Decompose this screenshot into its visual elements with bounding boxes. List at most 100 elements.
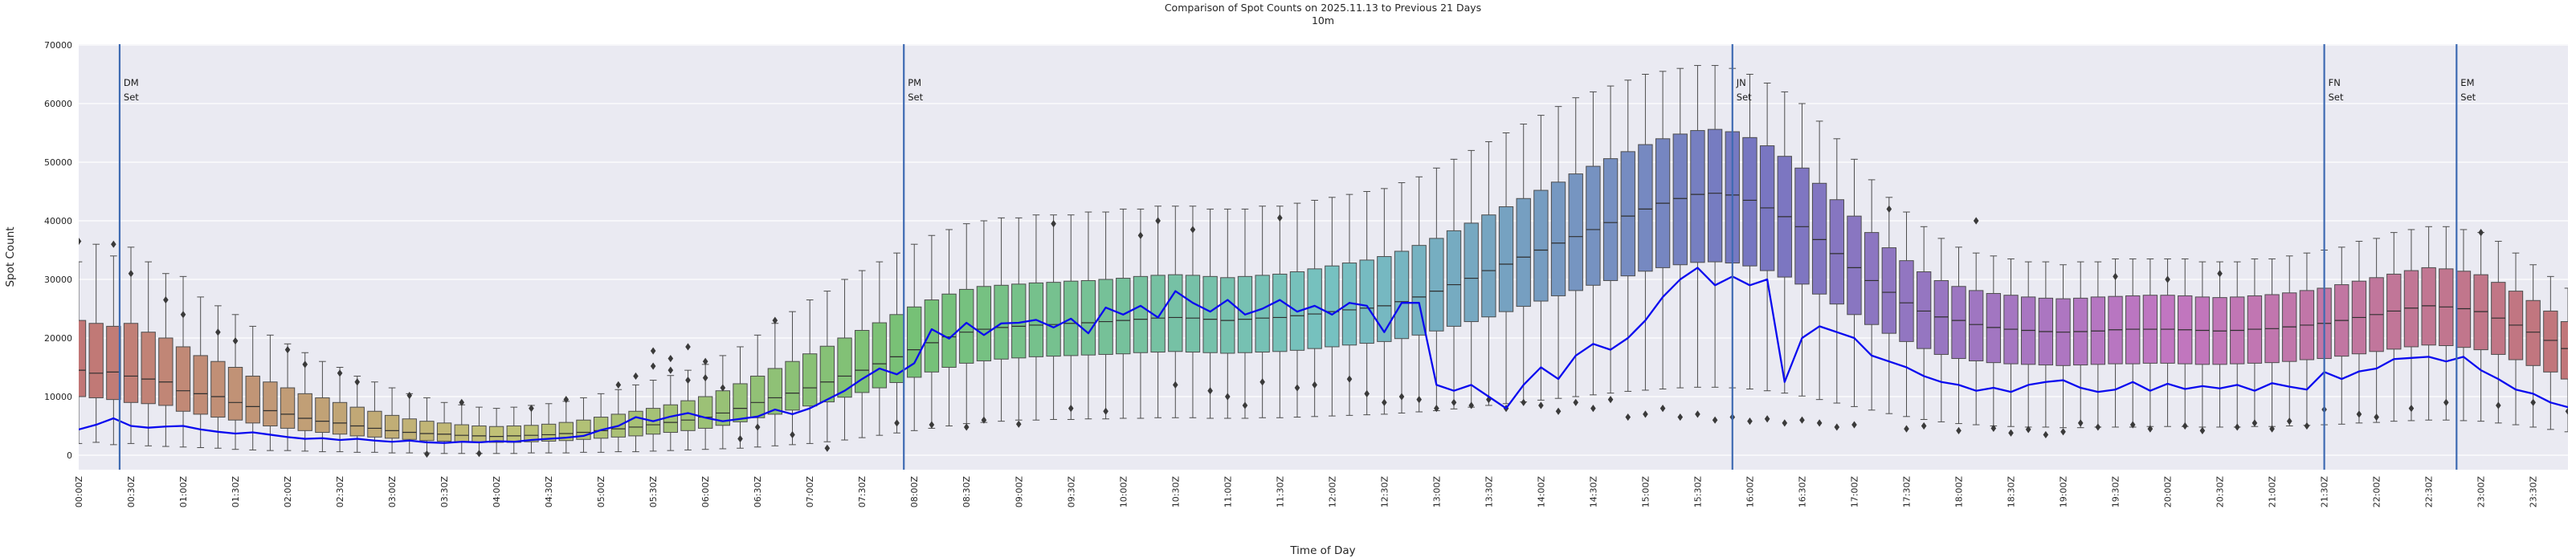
box <box>1933 279 1949 355</box>
box <box>750 375 765 418</box>
y-tick-labels: 0 10000 20000 30000 40000 50000 60000 70000 <box>44 40 72 461</box>
outlier-marker <box>1346 375 1353 383</box>
box <box>2473 274 2488 351</box>
outlier-marker <box>1451 398 1457 406</box>
outlier-marker <box>1834 423 1840 431</box>
outlier-marker <box>1816 419 1823 427</box>
outlier-marker <box>163 295 169 304</box>
outlier-marker <box>1764 415 1770 423</box>
event-label-em: EM <box>2460 77 2474 88</box>
outlier-marker <box>824 444 831 452</box>
outlier-marker <box>284 346 291 354</box>
box <box>1046 282 1061 357</box>
box <box>1602 158 1619 281</box>
box <box>558 422 574 442</box>
outlier-marker <box>1172 381 1178 389</box>
outlier-marker <box>406 391 413 400</box>
box <box>941 293 957 368</box>
x-tick-label: 22:30Z <box>2424 476 2435 508</box>
x-tick-label: 05:30Z <box>648 476 659 508</box>
today-spot-count-line <box>79 267 2568 444</box>
y-tick-label: 30000 <box>44 275 72 285</box>
outlier-marker <box>737 434 743 443</box>
outlier-marker <box>1990 424 1997 433</box>
outlier-marker <box>1207 387 1213 395</box>
outlier-marker <box>2182 422 2188 430</box>
event-label-jn: JN <box>1736 77 1746 88</box>
box <box>802 353 818 407</box>
box <box>1429 238 1444 332</box>
outlier-marker <box>963 423 970 431</box>
chart-title: Comparison of Spot Counts on 2025.11.13 … <box>1165 2 1481 14</box>
outlier-marker <box>1782 419 1788 427</box>
box <box>1794 167 1810 285</box>
x-tick-label: 12:00Z <box>1327 476 1337 508</box>
y-tick-label: 70000 <box>44 40 72 51</box>
outlier-marker <box>650 347 656 355</box>
box <box>2386 273 2402 350</box>
outlier-marker <box>1555 407 1562 415</box>
outlier-marker <box>232 337 239 345</box>
outlier-marker <box>702 357 708 365</box>
y-axis-label: Spot Count <box>4 226 17 287</box>
box <box>2560 321 2568 380</box>
box <box>245 375 260 424</box>
outlier-marker <box>180 311 186 319</box>
axes-background <box>79 44 2568 470</box>
box <box>2525 299 2541 366</box>
x-tick-label: 18:30Z <box>2007 476 2017 508</box>
x-tick-label: 19:30Z <box>2111 476 2121 508</box>
box <box>2403 270 2419 348</box>
box <box>1377 256 1392 342</box>
box <box>227 367 243 421</box>
whiskers-group <box>79 65 2568 454</box>
outlier-marker <box>563 396 569 404</box>
box <box>79 320 87 397</box>
outlier-marker <box>2025 426 2031 434</box>
box <box>1116 278 1131 355</box>
box <box>733 383 748 422</box>
box <box>349 406 365 437</box>
outlier-marker <box>2304 422 2310 430</box>
box <box>297 393 312 431</box>
box <box>524 425 539 442</box>
box <box>488 426 504 443</box>
outlier-marker <box>667 366 674 374</box>
box <box>1550 181 1566 296</box>
box <box>2421 267 2436 346</box>
outliers-group <box>79 205 2568 458</box>
box <box>1533 189 1549 302</box>
svg-text:Set: Set <box>1737 92 1752 103</box>
box <box>1325 265 1340 348</box>
x-tick-label: 08:00Z <box>909 476 920 508</box>
outlier-marker <box>2496 401 2501 409</box>
outlier-marker <box>667 354 674 363</box>
x-tick-label: 21:30Z <box>2320 476 2330 508</box>
today-line <box>79 267 2568 444</box>
x-tick-label: 01:00Z <box>178 476 189 508</box>
outlier-marker <box>720 384 726 392</box>
outlier-marker <box>790 430 795 439</box>
outlier-marker <box>1538 401 1544 409</box>
box <box>1220 277 1235 354</box>
outlier-marker <box>128 270 134 278</box>
box <box>454 424 469 442</box>
outlier-marker <box>2565 407 2568 415</box>
box <box>837 337 852 398</box>
box <box>367 410 382 438</box>
x-tick-label: 00:00Z <box>74 476 84 508</box>
box <box>1986 293 2002 364</box>
box <box>767 368 783 415</box>
box <box>1011 283 1027 359</box>
outlier-marker <box>1382 398 1387 406</box>
outlier-marker <box>1015 420 1022 428</box>
x-tick-label: 10:30Z <box>1170 476 1181 508</box>
box <box>472 426 487 443</box>
x-tick-label: 19:00Z <box>2059 476 2069 508</box>
box <box>1672 133 1688 266</box>
box <box>1864 232 1880 325</box>
x-tick-label: 05:00Z <box>596 476 606 508</box>
box <box>1080 279 1096 356</box>
x-axis-label: Time of Day <box>1289 544 1355 557</box>
svg-text:Set: Set <box>2329 92 2344 103</box>
